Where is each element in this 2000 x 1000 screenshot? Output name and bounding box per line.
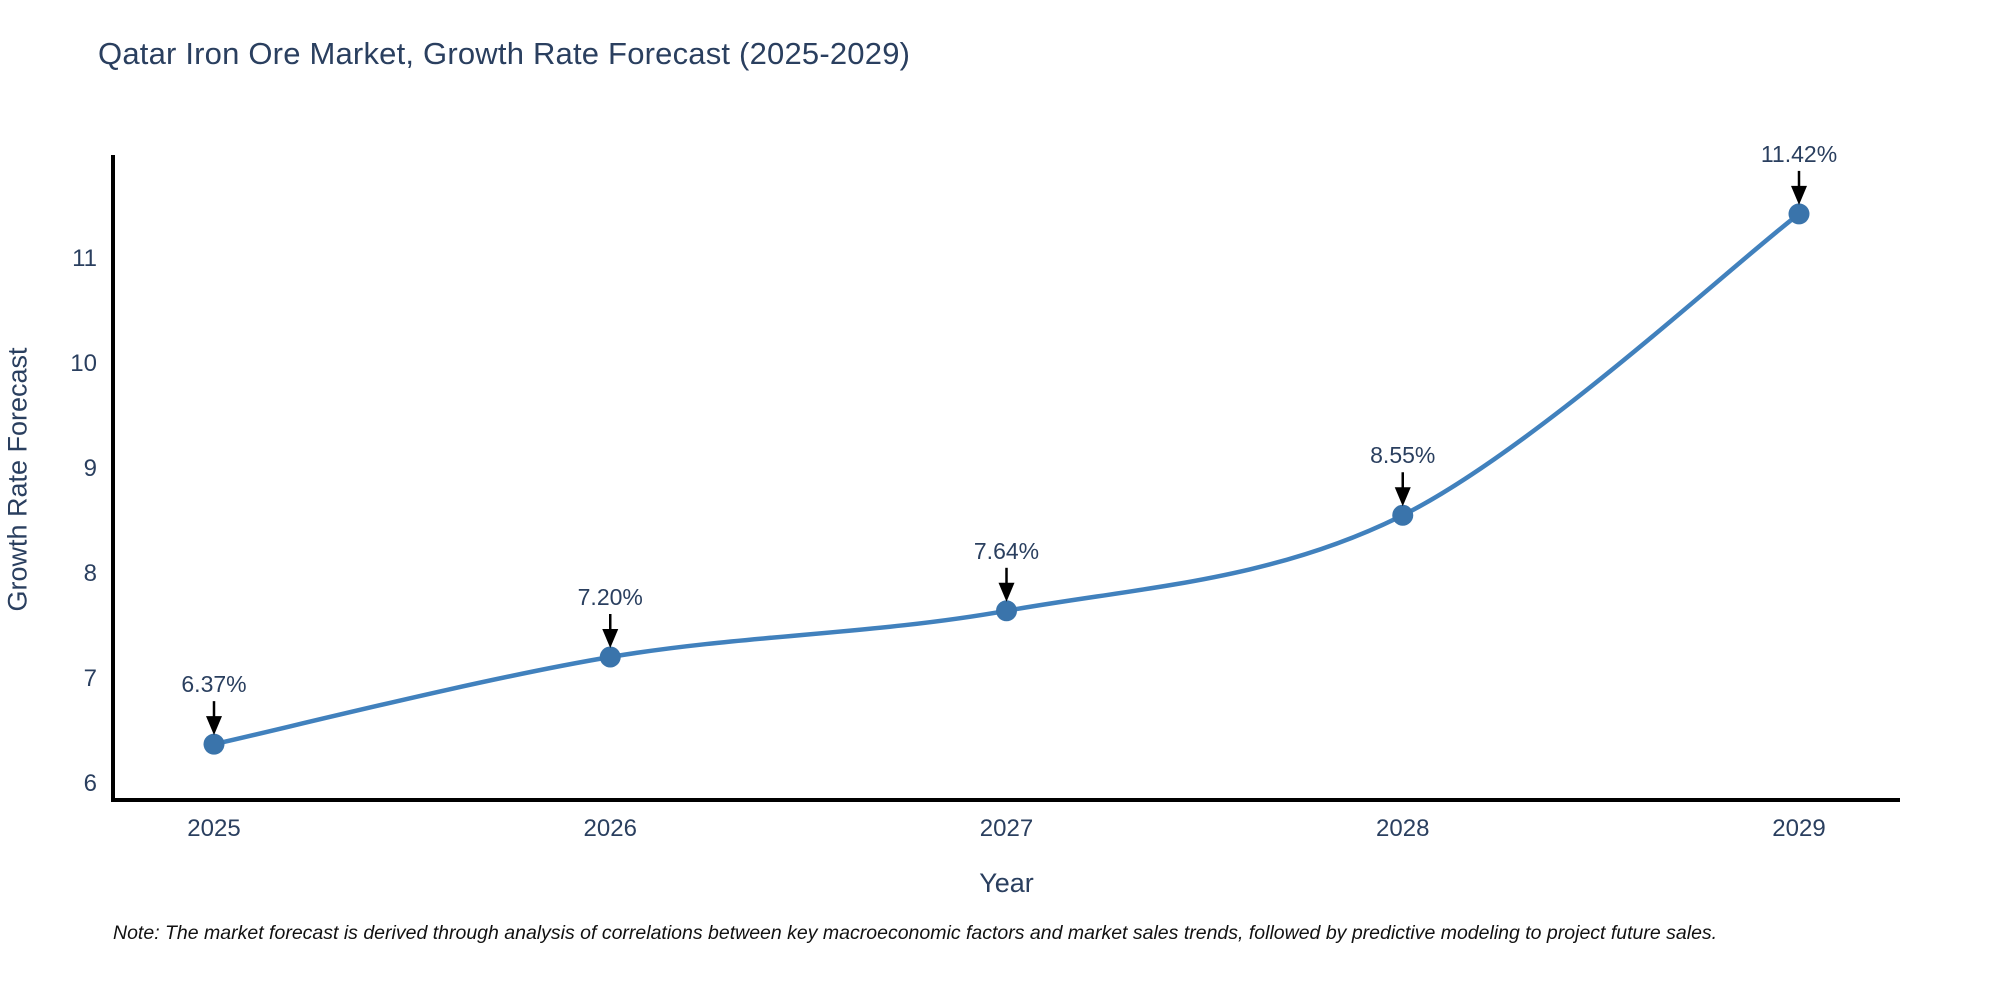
annotation-arrow-head — [998, 582, 1015, 602]
annotation-label: 11.42% — [1761, 141, 1837, 167]
x-tick-label: 2028 — [1376, 815, 1429, 842]
annotation-label: 7.64% — [974, 538, 1039, 564]
annotation-arrow-head — [602, 628, 619, 648]
annotation-arrow-head — [206, 716, 222, 736]
data-point-marker — [1788, 203, 1810, 225]
annotation-label: 6.37% — [181, 671, 246, 697]
data-point-marker — [203, 733, 225, 755]
annotation-arrow-head — [1791, 185, 1807, 205]
chart-title: Qatar Iron Ore Market, Growth Rate Forec… — [98, 36, 911, 71]
x-tick-label: 2026 — [584, 815, 637, 842]
x-tick-label: 2029 — [1772, 815, 1825, 842]
y-tick-label: 7 — [84, 665, 97, 692]
data-point-marker — [599, 646, 621, 668]
annotation-label: 7.20% — [578, 584, 643, 610]
x-axis-title: Year — [979, 868, 1034, 898]
x-tick-label: 2025 — [187, 815, 240, 842]
y-axis-title: Growth Rate Forecast — [2, 347, 33, 612]
y-tick-label: 11 — [72, 245, 97, 272]
y-tick-label: 6 — [84, 770, 97, 797]
data-point-marker — [996, 600, 1017, 622]
forecast-line — [211, 211, 1802, 747]
y-tick-label: 10 — [70, 350, 97, 377]
y-tick-label: 9 — [84, 455, 97, 482]
footnote: Note: The market forecast is derived thr… — [113, 922, 1718, 944]
x-tick-label: 2027 — [980, 815, 1033, 842]
y-tick-label: 8 — [84, 560, 97, 587]
annotation-arrow-head — [1394, 487, 1411, 507]
annotation-label: 8.55% — [1370, 442, 1435, 468]
data-point-marker — [1392, 504, 1414, 526]
